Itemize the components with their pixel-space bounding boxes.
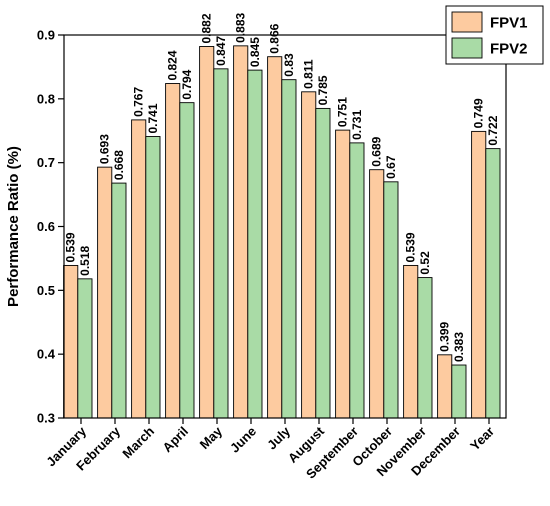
bar-fpv2-june	[247, 69, 263, 419]
y-tick-label: 0.6	[37, 219, 55, 234]
bar-fpv1-july	[267, 56, 283, 419]
bar-fpv1-april	[165, 83, 181, 419]
bar-fpv1-august	[301, 91, 317, 419]
bar-fpv1-may	[199, 46, 215, 419]
x-tick-label-may: May	[197, 423, 226, 452]
data-label-fpv2-july: 0.83	[282, 53, 296, 77]
data-label-fpv2-june: 0.845	[248, 37, 262, 67]
x-tick-label-march: March	[119, 423, 157, 461]
data-label-fpv1-year: 0.749	[472, 98, 486, 128]
bar-fpv2-december	[451, 364, 467, 419]
bar-fpv1-february	[97, 166, 113, 419]
legend: FPV1 FPV2	[445, 5, 544, 65]
data-label-fpv1-december: 0.399	[438, 321, 452, 351]
bar-fpv2-october	[383, 181, 399, 419]
data-label-fpv2-october: 0.67	[384, 155, 398, 179]
data-label-fpv2-april: 0.794	[180, 69, 194, 99]
data-label-fpv1-june: 0.883	[234, 12, 248, 42]
data-labels-layer: 0.539 0.693 0.767 0.824 0.882 0.883 0.866 0.811…	[64, 12, 500, 362]
y-tick-label: 0.4	[37, 347, 56, 362]
data-label-fpv2-may: 0.847	[214, 35, 228, 65]
data-label-fpv1-april: 0.824	[166, 50, 180, 80]
y-tick-label: 0.9	[37, 28, 55, 43]
data-label-fpv1-march: 0.767	[132, 87, 146, 117]
data-label-fpv2-january: 0.518	[78, 245, 92, 275]
bar-fpv2-november	[417, 277, 433, 419]
y-tick-label: 0.7	[37, 155, 55, 170]
bar-fpv2-february	[111, 182, 127, 419]
bar-fpv2-august	[315, 107, 331, 419]
bar-fpv1-september	[335, 129, 351, 419]
legend-label-fpv2: FPV2	[490, 41, 528, 58]
bar-fpv1-march	[131, 119, 147, 419]
data-label-fpv2-august: 0.785	[316, 75, 330, 105]
bar-fpv1-november	[403, 264, 419, 419]
data-label-fpv2-december: 0.383	[452, 332, 466, 362]
bar-fpv2-january	[77, 278, 93, 419]
y-axis: 0.3 0.4 0.5 0.6 0.7 0.8 0.9	[37, 28, 64, 426]
data-label-fpv1-september: 0.751	[336, 97, 350, 127]
data-label-fpv2-year: 0.722	[486, 115, 500, 145]
y-tick-label: 0.8	[37, 91, 55, 106]
bar-fpv2-year	[485, 148, 501, 419]
bar-fpv2-september	[349, 142, 365, 419]
bar-fpv2-may	[213, 68, 229, 419]
legend-label-fpv1: FPV1	[490, 15, 528, 32]
bar-fpv2-march	[145, 136, 161, 419]
data-label-fpv2-september: 0.731	[350, 110, 364, 140]
data-label-fpv1-october: 0.689	[370, 136, 384, 166]
bar-fpv1-december	[437, 354, 453, 419]
bars-layer	[63, 45, 501, 419]
x-tick-label-year: Year	[467, 424, 497, 454]
data-label-fpv1-february: 0.693	[98, 134, 112, 164]
y-axis-title: Performance Ratio (%)	[5, 146, 22, 307]
data-label-fpv1-may: 0.882	[200, 13, 214, 43]
legend-swatch-fpv2	[451, 37, 483, 59]
data-label-fpv2-february: 0.668	[112, 150, 126, 180]
bar-fpv1-june	[233, 45, 249, 419]
legend-swatch-fpv1	[451, 11, 483, 33]
data-label-fpv1-august: 0.811	[302, 59, 316, 89]
y-tick-label: 0.3	[37, 411, 55, 426]
data-label-fpv1-november: 0.539	[404, 232, 418, 262]
x-tick-label-june: June	[227, 424, 259, 456]
bar-fpv2-april	[179, 102, 195, 419]
bar-fpv1-october	[369, 169, 385, 419]
bar-fpv1-january	[63, 264, 79, 419]
data-label-fpv1-january: 0.539	[64, 232, 78, 262]
data-label-fpv2-november: 0.52	[418, 251, 432, 275]
x-tick-label-july: July	[264, 423, 294, 453]
bar-fpv1-year	[471, 130, 487, 419]
bar-fpv2-july	[281, 79, 297, 419]
data-label-fpv1-july: 0.866	[268, 23, 282, 53]
y-tick-label: 0.5	[37, 283, 55, 298]
x-tick-label-april: April	[160, 424, 192, 456]
data-label-fpv2-march: 0.741	[146, 103, 160, 133]
